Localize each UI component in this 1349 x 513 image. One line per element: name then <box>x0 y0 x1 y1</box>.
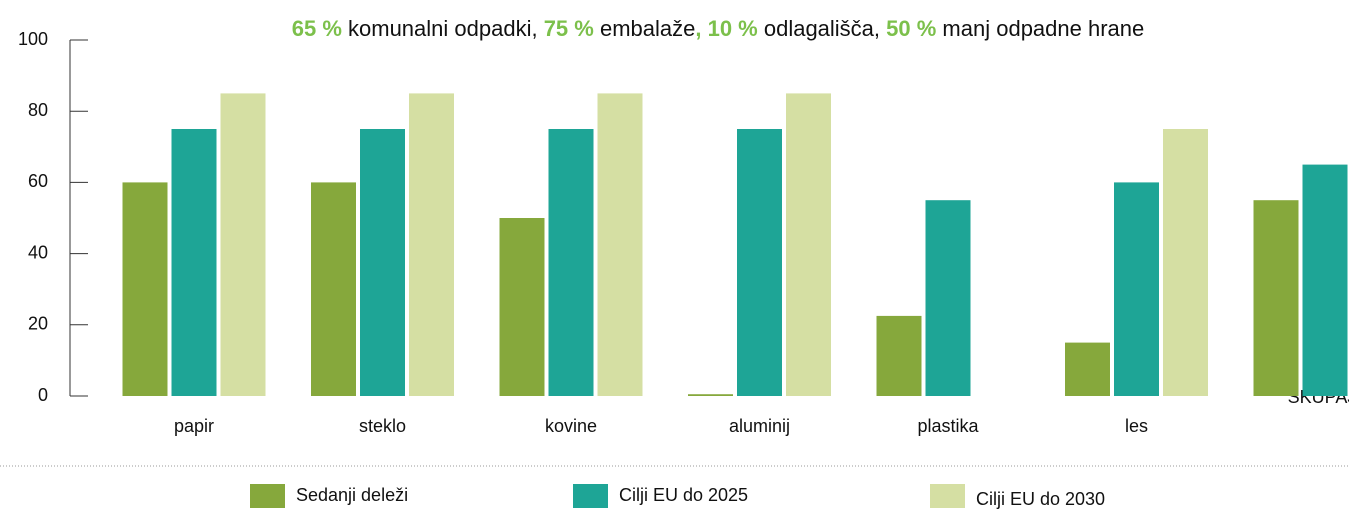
bar <box>122 182 168 396</box>
bar <box>1163 129 1208 396</box>
bar <box>548 129 594 396</box>
legend-swatch <box>930 484 965 508</box>
bar <box>1114 182 1159 396</box>
bar <box>786 93 831 397</box>
bar <box>311 182 356 396</box>
legend-swatch <box>250 484 285 508</box>
x-tick-label: steklo <box>359 416 406 436</box>
bar <box>688 394 733 396</box>
x-tick-label: plastika <box>917 416 979 436</box>
x-tick-label: les <box>1125 416 1148 436</box>
bar <box>171 129 217 396</box>
y-tick-label: 100 <box>18 29 48 49</box>
bar <box>1302 164 1348 396</box>
title-part: komunalni odpadki, <box>342 16 544 41</box>
title-part: 65 % <box>292 16 342 41</box>
title-part: , 10 % <box>695 16 757 41</box>
legend-swatch <box>573 484 608 508</box>
legend-label: Cilji EU do 2030 <box>976 489 1105 509</box>
bar <box>597 93 643 397</box>
title-part: 50 % <box>886 16 936 41</box>
y-tick-label: 40 <box>28 242 48 262</box>
bar <box>1253 200 1299 396</box>
title-part: embalaže <box>594 16 696 41</box>
y-tick-label: 80 <box>28 100 48 120</box>
bar <box>1065 342 1110 396</box>
x-tick-label: papir <box>174 416 214 436</box>
title-part: odlagališča, <box>758 16 886 41</box>
bar <box>409 93 454 397</box>
legend-label: Sedanji deleži <box>296 485 408 505</box>
title-part: 75 % <box>544 16 594 41</box>
bar <box>737 129 782 396</box>
y-tick-label: 0 <box>38 385 48 405</box>
bar <box>360 129 405 396</box>
chart-title: 65 % komunalni odpadki, 75 % embalaže, 1… <box>292 16 1145 41</box>
bar <box>925 200 971 396</box>
y-tick-label: 20 <box>28 314 48 334</box>
bar <box>499 218 545 396</box>
bar <box>876 315 922 396</box>
bar <box>220 93 266 397</box>
legend-label: Cilji EU do 2025 <box>619 485 748 505</box>
y-tick-label: 60 <box>28 171 48 191</box>
x-tick-label: aluminij <box>729 416 790 436</box>
x-tick-label: kovine <box>545 416 597 436</box>
title-part: manj odpadne hrane <box>936 16 1144 41</box>
